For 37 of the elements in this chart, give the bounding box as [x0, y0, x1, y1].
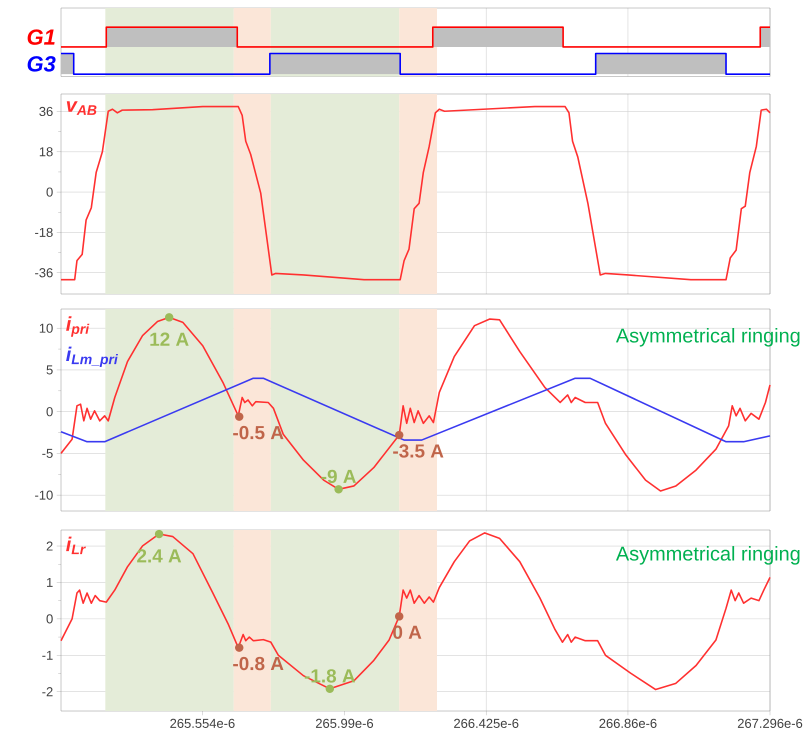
annotation: -0.5 A	[233, 426, 284, 440]
y-tick-label: -1	[42, 650, 53, 660]
x-tick-label: 265.554e-6	[170, 718, 235, 728]
x-tick-label: 267.296e-6	[738, 718, 802, 728]
annotation: Asymmetrical ringing	[616, 546, 800, 565]
annotation: -1.8 A	[304, 669, 356, 683]
annotation: -3.5 A	[393, 444, 444, 458]
series-label: G1	[28, 29, 55, 45]
y-tick-label: -10	[35, 490, 53, 500]
x-tick-label: 266.86e-6	[599, 718, 657, 728]
y-tick-label: 5	[46, 365, 53, 374]
y-tick-label: 0	[46, 407, 53, 416]
series-label: G3	[28, 56, 56, 72]
line-series	[60, 377, 771, 443]
annotation: -9 A	[321, 470, 356, 484]
x-tick-label: 265.99e-6	[316, 718, 374, 728]
annotation: -0.8 A	[233, 656, 284, 670]
y-tick-label: 2	[46, 542, 53, 551]
y-tick-label: -2	[42, 687, 53, 696]
y-tick-label: 36	[39, 106, 53, 116]
y-tick-label: 18	[40, 147, 53, 156]
annotation: Asymmetrical ringing	[616, 328, 800, 347]
text: i$_{pri}$	[66, 316, 90, 337]
annotation: 2.4 A	[137, 549, 182, 562]
x-tick-label: 266.425e-6	[454, 718, 518, 728]
y-tick-label: 0	[46, 614, 53, 624]
series-label: v$_{AB}$	[66, 101, 96, 115]
y-tick-label: 1	[47, 578, 53, 587]
y-tick-label: 10	[40, 324, 53, 333]
y-tick-label: 0	[46, 188, 53, 197]
y-tick-label: -36	[35, 268, 53, 278]
series-label: i$_{Lr}$	[66, 536, 86, 554]
annotation: 12 A	[150, 332, 189, 346]
annotation: 0 A	[393, 626, 422, 639]
text: i$_{Lm_pri}$	[66, 346, 118, 367]
y-tick-label: -18	[35, 228, 53, 237]
y-tick-label: -5	[42, 448, 53, 458]
